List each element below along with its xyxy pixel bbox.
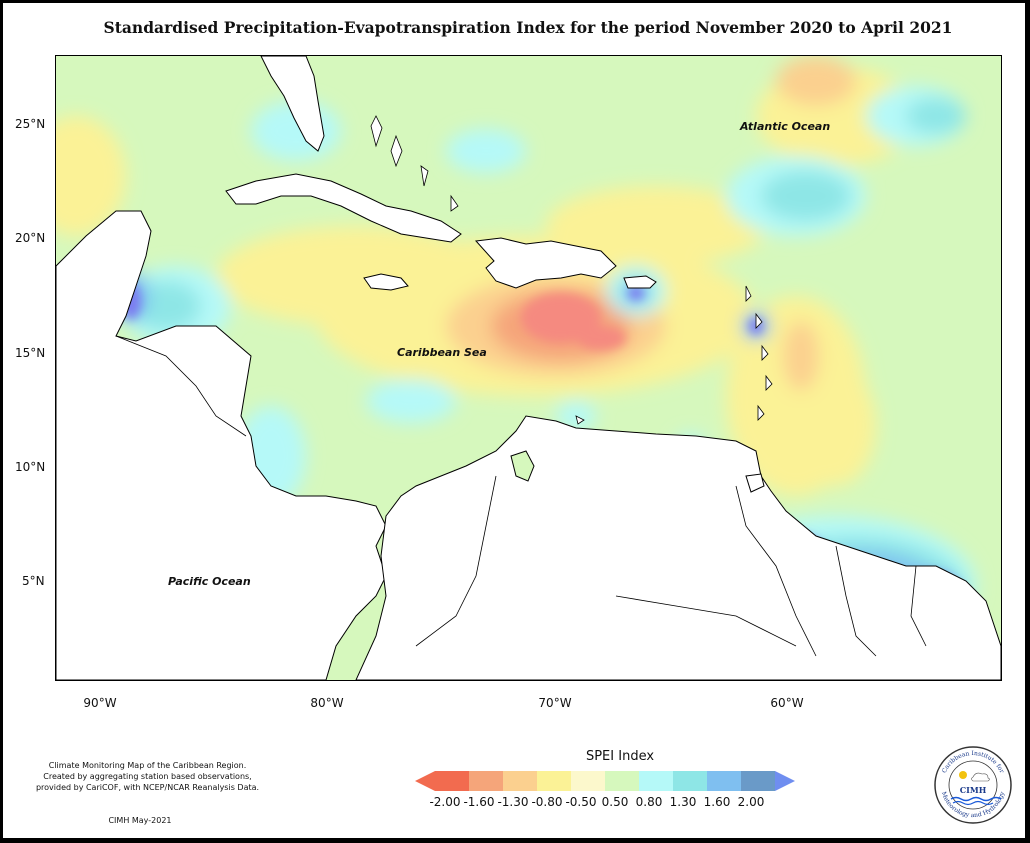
cuba (225, 173, 462, 243)
bahamas-island-1 (370, 115, 383, 148)
south-america (355, 415, 1001, 680)
credit-text: Climate Monitoring Map of the Caribbean … (20, 760, 275, 793)
border-suriname-guiana (910, 565, 927, 647)
border-venezuela-guyana (735, 485, 817, 657)
legend-swatch-4 (537, 771, 571, 791)
mod-dry-antilles (783, 321, 819, 391)
atlantic-ocean-label: Atlantic Ocean (740, 120, 831, 133)
logo-name: CIMH (960, 785, 987, 795)
legend-arrow-right (775, 771, 795, 791)
legend-label-5: -0.50 (565, 795, 597, 809)
border-guyana-suriname (835, 545, 877, 657)
land-masses (56, 56, 1001, 680)
mod-wet-atlantic-ne (906, 98, 966, 134)
small-islands (370, 115, 773, 425)
legend-label-10: 2.00 (737, 795, 765, 809)
legend-swatch-1 (435, 771, 469, 791)
wave-icon (950, 796, 1002, 802)
x-tick-90w: 90°W (83, 696, 117, 710)
antilles-island-4 (765, 374, 773, 391)
legend-swatch-8 (673, 771, 707, 791)
legend-swatch-3 (503, 771, 537, 791)
legend-label-3: -1.30 (497, 795, 529, 809)
legend-label-6: 0.50 (601, 795, 629, 809)
borders-central-america (115, 335, 247, 437)
legend-swatch-2 (469, 771, 503, 791)
florida (260, 56, 325, 152)
wet-central-caribbean (366, 379, 456, 423)
hispaniola (474, 237, 617, 289)
dry-zone-north (546, 186, 766, 266)
cloud-icon (971, 772, 990, 782)
extreme-wet-puerto-rico (628, 286, 644, 300)
legend-swatch-6 (605, 771, 639, 791)
legend-label-4: -0.80 (531, 795, 563, 809)
map-area (55, 55, 1002, 681)
y-tick-25n: 25°N (15, 117, 46, 131)
y-tick-10n: 10°N (15, 460, 46, 474)
jamaica (363, 273, 409, 291)
y-tick-20n: 20°N (15, 231, 46, 245)
wave-icon-2 (952, 800, 994, 806)
legend-arrow-left (415, 771, 435, 791)
extreme-dry-tail (576, 326, 626, 350)
mod-wet-atlantic (761, 171, 851, 221)
credit-line-1: Climate Monitoring Map of the Caribbean … (48, 761, 247, 770)
antilles-island-3 (761, 344, 769, 361)
trinidad (745, 473, 765, 493)
sun-icon (959, 771, 967, 779)
antilles-island-5 (757, 404, 765, 421)
mod-dry-atlantic (776, 56, 856, 106)
antilles-island-1 (745, 285, 752, 302)
legend-swatch-5 (571, 771, 605, 791)
dry-zone-gulf (56, 116, 126, 236)
legend-label-2: -1.60 (463, 795, 495, 809)
extreme-dry-core (521, 293, 601, 343)
wet-bahamas (446, 129, 526, 173)
abc-islands (575, 415, 585, 425)
cimh-logo: Caribbean Institute for Meteorology and … (934, 746, 1012, 824)
antilles-island-2 (755, 312, 763, 329)
border-venezuela-brazil (615, 595, 797, 647)
x-tick-70w: 70°W (538, 696, 572, 710)
country-borders (115, 335, 927, 657)
x-tick-80w: 80°W (310, 696, 344, 710)
central-america (56, 210, 387, 680)
credit-date: CIMH May-2021 (108, 816, 172, 825)
legend-label-7: 0.80 (635, 795, 663, 809)
lake-maracaibo (510, 450, 535, 482)
legend-label-9: 1.60 (703, 795, 731, 809)
spei-map (56, 56, 1001, 680)
legend-title: SPEI Index (585, 749, 655, 764)
pacific-ocean-label: Pacific Ocean (168, 575, 251, 588)
caribbean-sea-label: Caribbean Sea (397, 346, 487, 359)
legend-label-1: -2.00 (429, 795, 461, 809)
y-tick-5n: 5°N (22, 574, 45, 588)
dry-zone-cuba (216, 226, 496, 326)
map-title: Standardised Precipitation-Evapotranspir… (103, 18, 953, 37)
bahamas-island-2 (390, 134, 403, 168)
legend-label-8: 1.30 (669, 795, 697, 809)
legend-swatch-9 (707, 771, 741, 791)
legend-swatch-7 (639, 771, 673, 791)
x-tick-60w: 60°W (770, 696, 804, 710)
bahamas-island-3 (420, 165, 429, 187)
dry-zone-east (796, 366, 876, 486)
y-tick-15n: 15°N (15, 346, 46, 360)
credit-line-2: Created by aggregating station based obs… (43, 772, 252, 781)
legend-colorbar (415, 771, 795, 791)
puerto-rico (623, 275, 657, 289)
legend-swatch-10 (741, 771, 775, 791)
border-colombia-venezuela (415, 475, 497, 647)
bahamas-island-4 (450, 194, 459, 212)
credit-line-3: provided by CariCOF, with NCEP/NCAR Rean… (35, 783, 260, 792)
